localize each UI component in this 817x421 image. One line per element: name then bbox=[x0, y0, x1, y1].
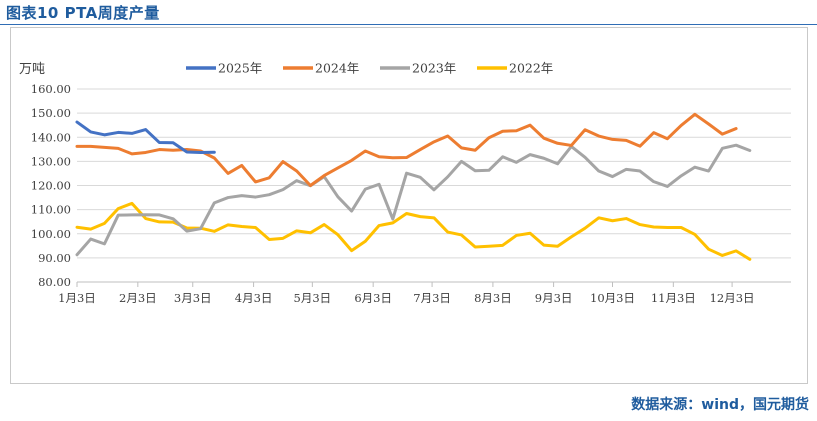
title-divider bbox=[0, 24, 817, 25]
x-tick-label: 9月3日 bbox=[535, 291, 573, 305]
y-tick-label: 150.00 bbox=[31, 106, 71, 120]
y-tick-label: 90.00 bbox=[38, 251, 71, 265]
x-axis-ticks: 1月3日 2月3日 3月3日 4月3日 5月3日 6月3日 7月3日 8月3日 9月3日 10月3… bbox=[58, 282, 755, 305]
x-tick-label: 1月3日 bbox=[58, 291, 96, 305]
x-tick-label: 10月3日 bbox=[590, 291, 635, 305]
x-tick-label: 2月3日 bbox=[119, 291, 157, 305]
x-tick-label: 7月3日 bbox=[413, 291, 451, 305]
series-line-2023 bbox=[75, 143, 752, 257]
legend-label-2024: 2024年 bbox=[315, 61, 359, 76]
x-tick-label: 8月3日 bbox=[474, 291, 512, 305]
legend-label-2023: 2023年 bbox=[412, 61, 456, 76]
figure-title: 图表10 PTA周度产量 bbox=[6, 4, 160, 22]
x-tick-label: 6月3日 bbox=[354, 291, 392, 305]
legend-label-2025: 2025年 bbox=[218, 61, 262, 76]
y-tick-label: 140.00 bbox=[31, 130, 71, 144]
source-note: 数据来源：wind，国元期货 bbox=[631, 397, 809, 413]
series-line-2024 bbox=[75, 112, 738, 187]
y-tick-label: 80.00 bbox=[38, 275, 71, 289]
legend-label-2022: 2022年 bbox=[509, 61, 553, 76]
y-tick-label: 100.00 bbox=[31, 227, 71, 241]
x-tick-label: 4月3日 bbox=[235, 291, 273, 305]
y-tick-label: 160.00 bbox=[31, 82, 71, 96]
y-axis-unit-label: 万吨 bbox=[19, 62, 45, 77]
y-tick-label: 110.00 bbox=[31, 203, 71, 217]
line-chart: 万吨 160.00150.00140.00130.00120.00110.001… bbox=[19, 61, 791, 305]
x-tick-label: 12月3日 bbox=[710, 291, 755, 305]
x-tick-label: 5月3日 bbox=[294, 291, 332, 305]
y-tick-label: 120.00 bbox=[31, 179, 71, 193]
series-line-2025 bbox=[75, 120, 216, 154]
series-line-2022 bbox=[75, 201, 752, 261]
x-tick-label: 3月3日 bbox=[174, 291, 212, 305]
gridlines bbox=[77, 88, 791, 283]
legend: 2025年 2024年 2023年 2022年 bbox=[186, 61, 553, 76]
series-lines bbox=[75, 112, 752, 261]
y-axis-ticks: 160.00 150.00 140.00 130.00 120.00 110.00 100.… bbox=[31, 82, 71, 289]
x-tick-label: 11月3日 bbox=[651, 291, 696, 305]
y-tick-label: 130.00 bbox=[31, 154, 71, 168]
chart-frame: 万吨 160.00 150.00 140.00 130.00 120.00 110.00 1… bbox=[10, 27, 808, 384]
